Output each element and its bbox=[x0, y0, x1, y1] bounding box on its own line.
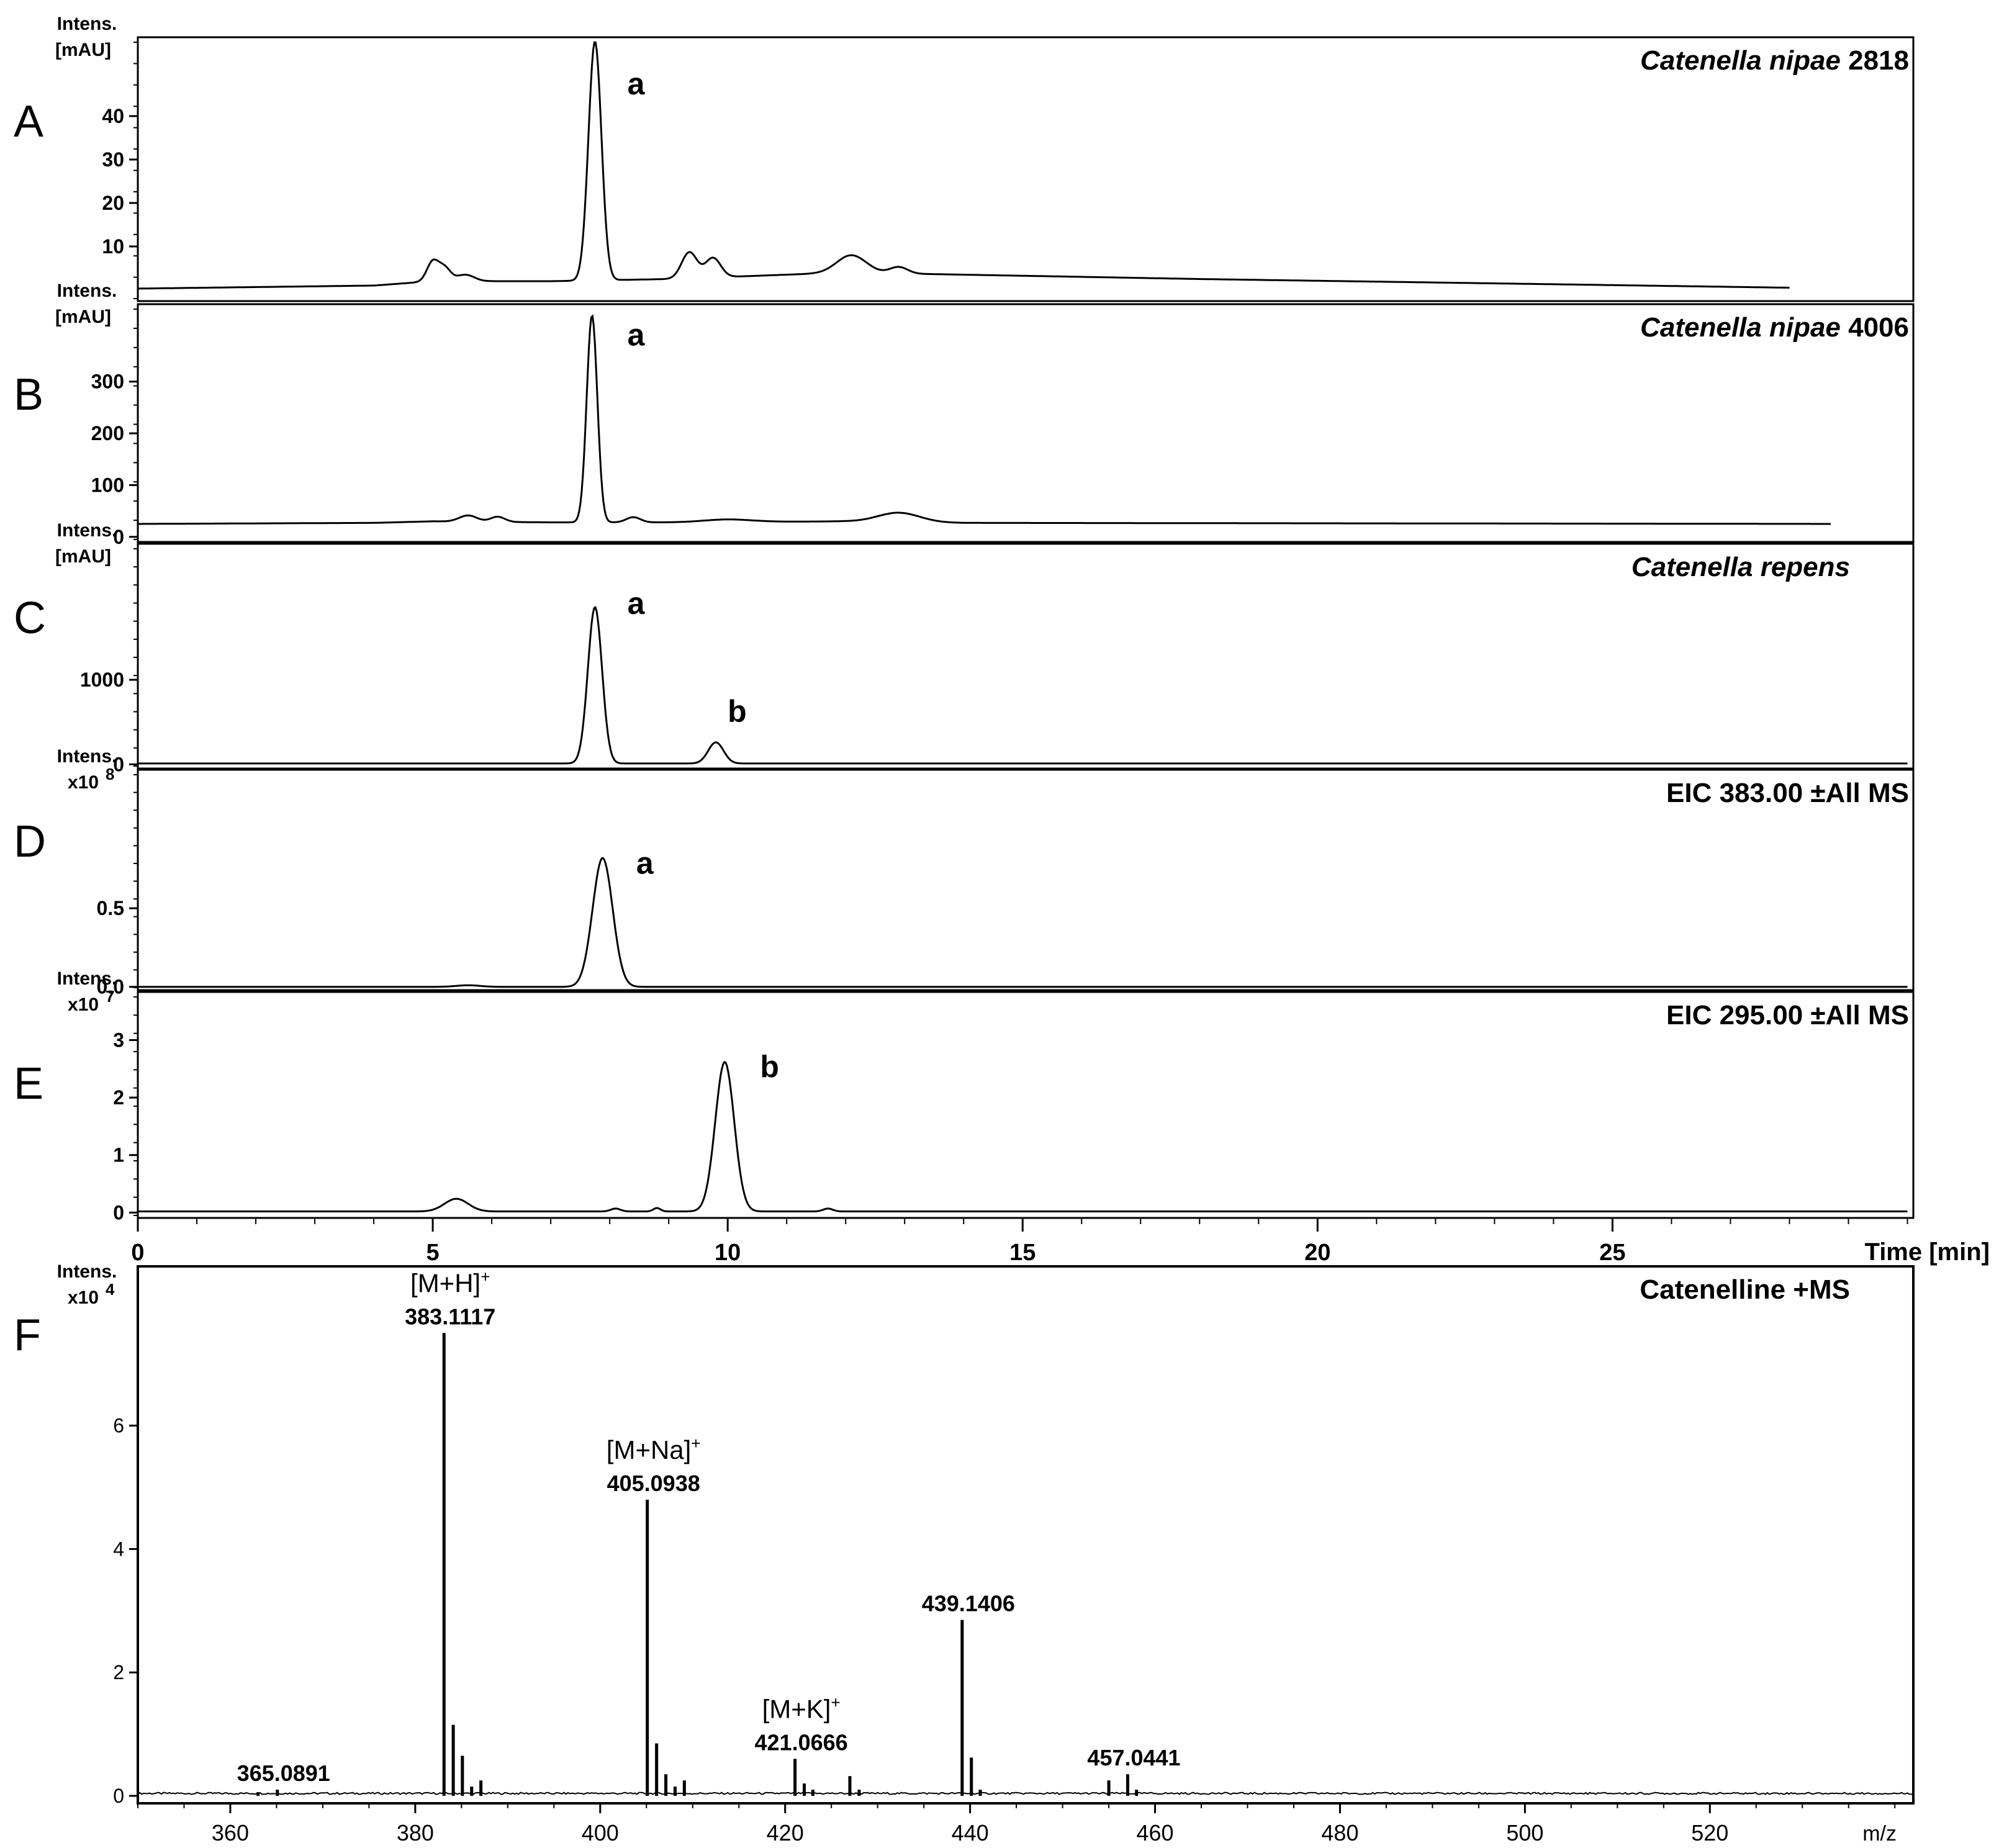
y-label-unit: x10 bbox=[68, 1287, 99, 1308]
panel-letter: B bbox=[14, 370, 43, 420]
x-tick-label: 500 bbox=[1506, 1820, 1543, 1846]
x-axis-label: m/z bbox=[1862, 1822, 1897, 1846]
y-tick-label: 0 bbox=[113, 1785, 124, 1807]
panel-title: Catenella nipae 2818 bbox=[1640, 45, 1909, 76]
y-tick-label: 0 bbox=[113, 753, 124, 775]
y-label-intens: Intens. bbox=[57, 1261, 117, 1282]
mz-label: 383.1117 bbox=[405, 1304, 495, 1329]
x-tick-label: 420 bbox=[767, 1820, 804, 1846]
peak-label-b: b bbox=[760, 1050, 779, 1084]
y-tick-label: 1 bbox=[113, 1144, 124, 1166]
y-label-intens: Intens. bbox=[57, 14, 117, 34]
y-tick-label: 2 bbox=[113, 1086, 124, 1109]
x-tick-label: 0 bbox=[131, 1240, 144, 1266]
y-label-unit: [mAU] bbox=[55, 307, 111, 327]
chromatogram-trace bbox=[138, 314, 1831, 525]
x-tick-label: 400 bbox=[582, 1820, 619, 1846]
y-tick-label: 0 bbox=[113, 1201, 124, 1224]
plot-frame bbox=[137, 36, 1915, 302]
y-label-intens: Intens. bbox=[57, 520, 117, 541]
x-tick-label: 480 bbox=[1321, 1820, 1358, 1846]
y-tick-label: 0.0 bbox=[97, 976, 124, 998]
chromatogram-trace bbox=[138, 606, 1908, 765]
x-tick-label: 5 bbox=[426, 1240, 440, 1266]
y-label-exponent: 8 bbox=[106, 765, 114, 783]
mz-label: 365.0891 bbox=[237, 1760, 330, 1786]
chromatogram-trace bbox=[138, 857, 1908, 988]
panel-title: Catenelline +MS bbox=[1640, 1274, 1850, 1305]
x-tick-label: 20 bbox=[1304, 1240, 1330, 1266]
peak-label-b: b bbox=[728, 694, 747, 729]
plot-frame bbox=[137, 1265, 1915, 1805]
plot-frame bbox=[137, 303, 1915, 543]
x-tick-label: 460 bbox=[1137, 1820, 1174, 1846]
peak-label-a: a bbox=[628, 66, 646, 101]
plot-frame bbox=[137, 991, 1915, 1219]
adduct-label: [M+K]+ bbox=[762, 1693, 841, 1723]
adduct-label: [M+Na]+ bbox=[607, 1434, 701, 1464]
panel-title: EIC 295.00 ±All MS bbox=[1666, 1000, 1909, 1030]
x-tick-label: 440 bbox=[952, 1820, 989, 1846]
y-tick-label: 40 bbox=[102, 105, 124, 127]
mz-label: 457.0441 bbox=[1087, 1745, 1180, 1770]
x-tick-label: 520 bbox=[1691, 1820, 1728, 1846]
x-tick-label: 360 bbox=[212, 1820, 249, 1846]
y-tick-label: 2 bbox=[113, 1661, 124, 1683]
y-tick-label: 20 bbox=[102, 192, 124, 214]
y-tick-label: 100 bbox=[91, 474, 124, 496]
y-tick-label: 10 bbox=[102, 235, 124, 258]
panel-e: E Intens. x10 7 0 1 2 3 EIC 295.00 ±All MS b 0 5 10 1… bbox=[14, 968, 1990, 1266]
peak-label-a: a bbox=[636, 845, 654, 880]
x-tick-label: 15 bbox=[1009, 1240, 1036, 1266]
spectrum-baseline bbox=[137, 1792, 1914, 1795]
panel-title: EIC 383.00 ±All MS bbox=[1666, 778, 1909, 808]
panel-letter: F bbox=[14, 1310, 41, 1360]
x-tick-label: 25 bbox=[1599, 1240, 1625, 1266]
y-tick-label: 6 bbox=[113, 1415, 124, 1437]
y-tick-label: 3 bbox=[113, 1029, 124, 1051]
y-label-unit: [mAU] bbox=[55, 546, 111, 567]
panel-title: Catenella repens bbox=[1631, 552, 1850, 582]
panel-title: Catenella nipae 4006 bbox=[1640, 312, 1909, 343]
y-tick-label: 4 bbox=[113, 1538, 124, 1560]
x-axis-label: Time [min] bbox=[1864, 1238, 1990, 1266]
panel-f: F Intens. x10 4 0 2 4 6 Catenelline +MS 383.1117 [… bbox=[14, 1261, 1915, 1846]
mz-label: 439.1406 bbox=[922, 1591, 1015, 1616]
y-label-exponent: 4 bbox=[106, 1280, 115, 1299]
panel-letter: C bbox=[14, 593, 46, 643]
y-tick-label: 0 bbox=[113, 526, 124, 548]
panel-letter: A bbox=[14, 97, 43, 146]
y-label-intens: Intens. bbox=[57, 281, 117, 301]
panel-d: D Intens. x10 8 0.0 0.5 EIC 383.00 ±All MS a bbox=[14, 746, 1915, 998]
x-tick-label: 10 bbox=[715, 1240, 741, 1266]
y-tick-label: 300 bbox=[91, 371, 124, 393]
panel-a: A Intens. [mAU] 10 20 30 40 Catenella nipae 281… bbox=[14, 14, 1915, 302]
panel-b: B Intens. [mAU] 0 100 200 300 Catenella nipae 4… bbox=[14, 281, 1915, 548]
x-tick-label: 380 bbox=[397, 1820, 434, 1846]
y-label-unit: x10 bbox=[68, 994, 99, 1015]
y-label-intens: Intens. bbox=[57, 746, 117, 767]
peak-label-a: a bbox=[628, 317, 646, 352]
chromatogram-trace bbox=[138, 41, 1790, 290]
adduct-label: [M+H]+ bbox=[410, 1267, 490, 1297]
y-tick-label: 200 bbox=[91, 422, 124, 444]
mz-label: 421.0666 bbox=[755, 1729, 848, 1755]
chromatogram-trace bbox=[138, 1061, 1908, 1212]
panel-letter: E bbox=[14, 1059, 43, 1109]
mz-label: 405.0938 bbox=[607, 1471, 700, 1496]
peak-label-a: a bbox=[628, 586, 646, 621]
y-label-unit: x10 bbox=[68, 772, 99, 793]
panel-letter: D bbox=[14, 817, 46, 867]
y-tick-label: 0.5 bbox=[97, 897, 124, 919]
plot-frame bbox=[137, 768, 1915, 991]
y-label-unit: [mAU] bbox=[55, 40, 111, 60]
y-tick-label: 30 bbox=[102, 148, 124, 171]
y-label-exponent: 7 bbox=[106, 987, 114, 1006]
y-tick-label: 1000 bbox=[80, 669, 124, 691]
y-label-intens: Intens. bbox=[57, 968, 117, 989]
plot-frame bbox=[137, 543, 1915, 770]
